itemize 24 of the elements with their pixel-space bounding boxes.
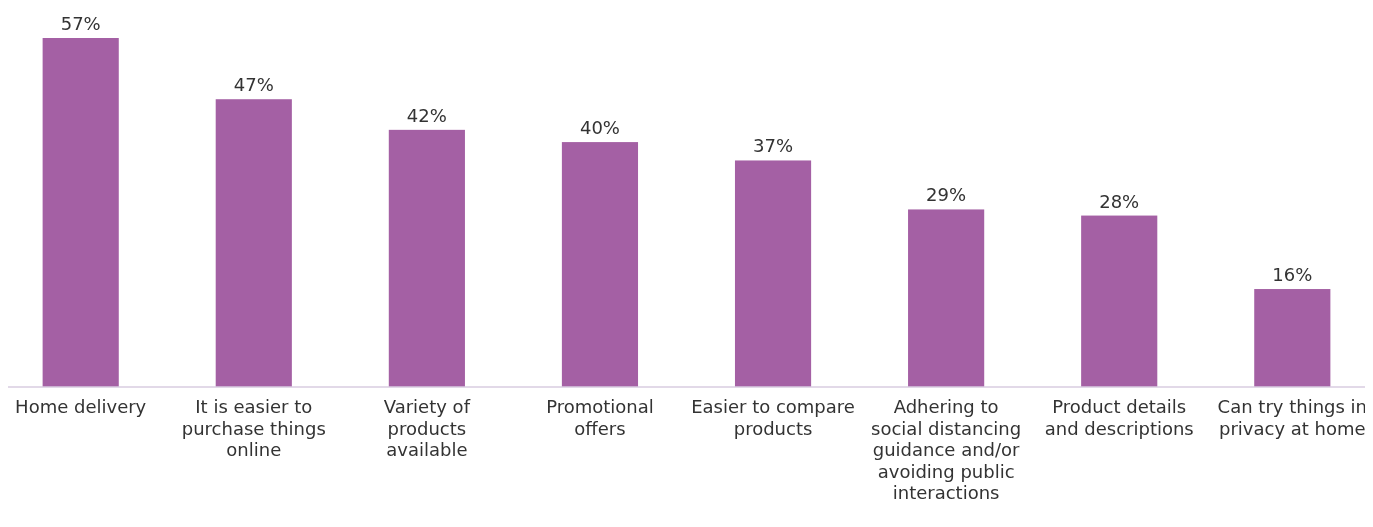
x-tick-label: Promotional offers bbox=[546, 396, 654, 439]
bar bbox=[1254, 289, 1331, 387]
x-tick-label: Product details and descriptions bbox=[1044, 396, 1194, 439]
x-tick-label: Easier to compare products bbox=[691, 396, 855, 439]
data-label: 29% bbox=[926, 184, 967, 206]
x-tick-label: It is easier to purchase things online bbox=[181, 396, 326, 460]
bar bbox=[42, 38, 119, 387]
bar bbox=[1081, 215, 1158, 387]
data-label: 42% bbox=[406, 104, 447, 126]
data-label: 57% bbox=[60, 13, 101, 34]
bar bbox=[388, 129, 465, 387]
data-label: 40% bbox=[579, 117, 620, 139]
bar bbox=[561, 142, 639, 387]
x-tick-label: Variety of products available bbox=[383, 396, 471, 460]
data-label: 37% bbox=[753, 135, 794, 157]
x-tick-label: Home delivery bbox=[15, 396, 147, 417]
data-label: 16% bbox=[1272, 264, 1313, 286]
data-label: 47% bbox=[233, 74, 274, 96]
bar bbox=[908, 209, 985, 387]
x-tick-label: Adhering to social distancing guidance and/or avoiding public interactions bbox=[871, 396, 1022, 503]
data-label: 28% bbox=[1099, 190, 1140, 212]
bar bbox=[215, 99, 292, 387]
x-tick-label: Can try things in privacy at home bbox=[1217, 396, 1367, 439]
bar bbox=[734, 160, 812, 387]
